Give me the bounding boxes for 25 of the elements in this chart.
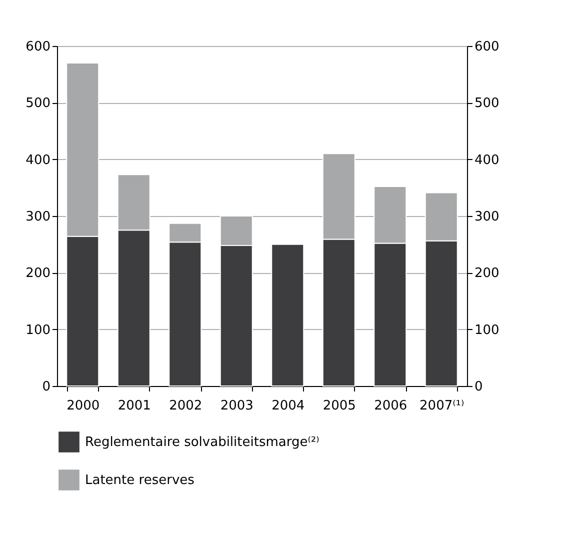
y-tick-label: 100 [26, 322, 50, 338]
y2-tick-label: 0 [474, 380, 483, 394]
x-tick-label: 2006 [374, 398, 408, 414]
y2-tick-label: 300 [474, 210, 500, 224]
bar [271, 244, 304, 386]
y-tick-label: 400 [26, 152, 50, 168]
y2-tick-label: 500 [474, 96, 500, 112]
legend-label: Reglementaire solvabiliteitsmarge⁽²⁾ [85, 435, 320, 450]
x-tick-label: 2003 [220, 398, 254, 414]
y-tick-label: 0 [42, 380, 50, 394]
y-tick-label: 500 [26, 96, 50, 112]
x-tick-label: 2001 [118, 398, 151, 414]
x-tick-label: 2002 [169, 398, 202, 414]
legend-label: Latente reserves [85, 473, 195, 488]
y2-tick-label: 100 [474, 322, 500, 338]
y2-tick-label: 400 [474, 152, 500, 168]
x-tick-label: 2000 [66, 398, 100, 414]
x-tick-label: 2007⁽¹⁾ [420, 398, 464, 414]
y-tick-label: 600 [26, 40, 50, 54]
y-tick-label: 300 [26, 210, 50, 224]
y2-tick-label: 200 [474, 266, 500, 282]
y2-tick-label: 600 [474, 40, 500, 54]
x-tick-label: 2004 [272, 398, 305, 414]
y-tick-label: 200 [26, 266, 50, 282]
x-tick-label: 2005 [322, 398, 356, 414]
